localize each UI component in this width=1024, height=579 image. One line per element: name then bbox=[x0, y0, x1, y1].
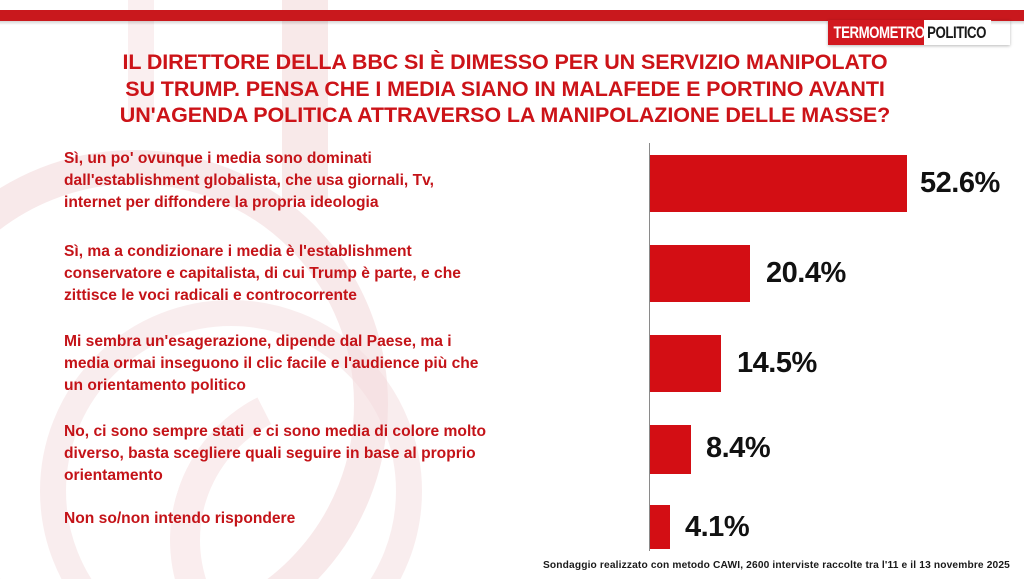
page-title-line-2: SU TRUMP. PENSA CHE I MEDIA SIANO IN MAL… bbox=[125, 76, 885, 101]
chart-row: No, ci sono sempre stati e ci sono media… bbox=[0, 410, 1024, 500]
bar-rect[interactable] bbox=[650, 505, 670, 549]
top-red-bar bbox=[0, 10, 1024, 21]
bar-rect[interactable] bbox=[650, 425, 691, 474]
brand-logo[interactable]: TERMOMETRO POLITICO bbox=[827, 20, 1010, 45]
top-bar-shadow bbox=[0, 21, 1024, 25]
bar-label: Non so/non intendo rispondere bbox=[64, 510, 296, 527]
page-title-line-3: UN'AGENDA POLITICA ATTRAVERSO LA MANIPOL… bbox=[119, 103, 891, 127]
bar-chart: Sì, un po' ovunque i media sono dominati… bbox=[0, 140, 1024, 560]
chart-row: Non so/non intendo rispondere 4.1% bbox=[0, 498, 1024, 558]
chart-row: Sì, ma a condizionare i media è l'establ… bbox=[0, 230, 1024, 320]
bar-label: Mi sembra un'esagerazione, dipende dal P… bbox=[64, 333, 479, 394]
chart-axis-line bbox=[649, 143, 650, 551]
bar-label: Sì, ma a condizionare i media è l'establ… bbox=[64, 243, 461, 304]
bar-value-label: 20.4% bbox=[766, 257, 846, 289]
methodology-note: Sondaggio realizzato con metodo CAWI, 26… bbox=[542, 560, 1010, 571]
brand-logo-politico: POLITICO bbox=[923, 20, 991, 45]
bar-rect[interactable] bbox=[650, 155, 907, 212]
bar-value-label: 14.5% bbox=[737, 347, 817, 379]
page-title: IL DIRETTORE DELLA BBC SI È DIMESSO PER … bbox=[0, 49, 1010, 129]
chart-row: Sì, un po' ovunque i media sono dominati… bbox=[0, 140, 1024, 230]
brand-logo-termometro: TERMOMETRO bbox=[827, 20, 929, 45]
bar-value-label: 4.1% bbox=[685, 511, 750, 543]
bar-label: No, ci sono sempre stati e ci sono media… bbox=[64, 423, 486, 484]
bar-value-label: 8.4% bbox=[706, 432, 771, 464]
chart-row: Mi sembra un'esagerazione, dipende dal P… bbox=[0, 320, 1024, 410]
bar-rect[interactable] bbox=[650, 335, 721, 392]
page-title-line-1: IL DIRETTORE DELLA BBC SI È DIMESSO PER … bbox=[122, 50, 888, 74]
bar-label: Sì, un po' ovunque i media sono dominati… bbox=[64, 150, 434, 211]
bar-value-label: 52.6% bbox=[920, 167, 1000, 199]
bar-rect[interactable] bbox=[650, 245, 750, 302]
